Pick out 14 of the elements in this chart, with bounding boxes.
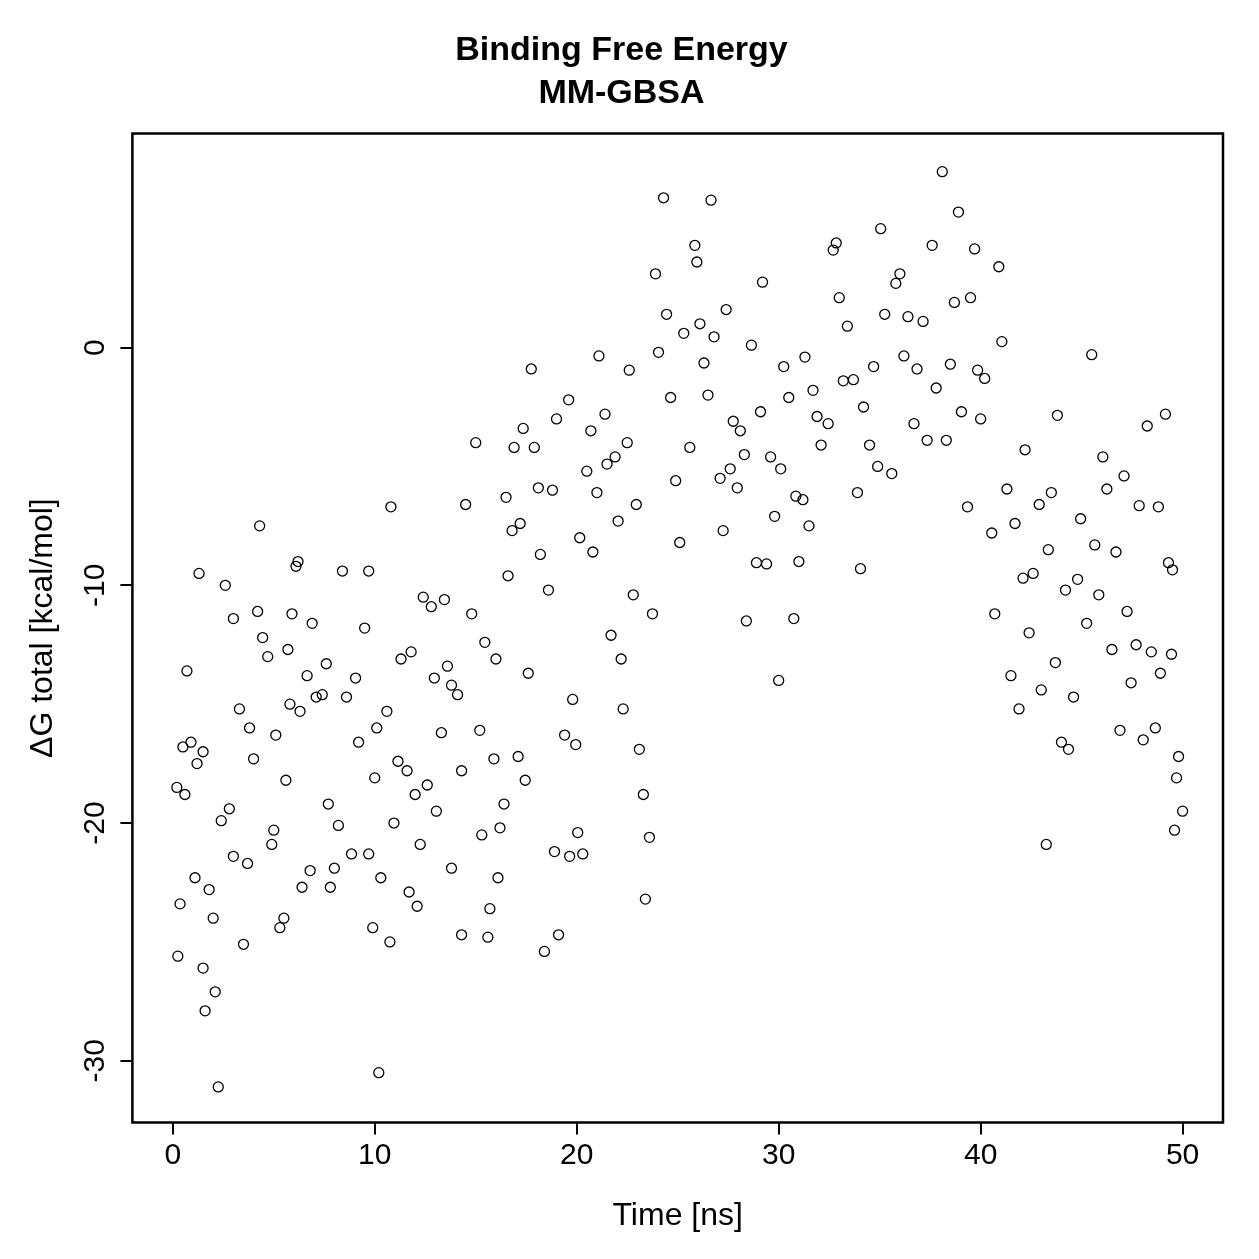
y-tick-label: -10 [76, 563, 110, 607]
x-axis-title: Time [ns] [612, 1195, 743, 1232]
x-tick-label: 30 [761, 1136, 796, 1170]
y-tick-label: -20 [76, 801, 110, 845]
x-tick-label: 10 [358, 1136, 392, 1170]
y-tick-label: -30 [76, 1039, 110, 1083]
chart-subtitle: MM-GBSA [538, 71, 705, 110]
x-tick-label: 50 [1165, 1136, 1200, 1170]
y-tick-label: 0 [76, 339, 110, 356]
x-tick-label: 40 [963, 1136, 998, 1170]
x-tick-label: 0 [164, 1136, 182, 1170]
x-tick-label: 20 [560, 1136, 594, 1170]
chart-title: Binding Free Energy [455, 28, 788, 67]
y-axis-title: ΔG total [kcal/mol] [23, 498, 60, 758]
